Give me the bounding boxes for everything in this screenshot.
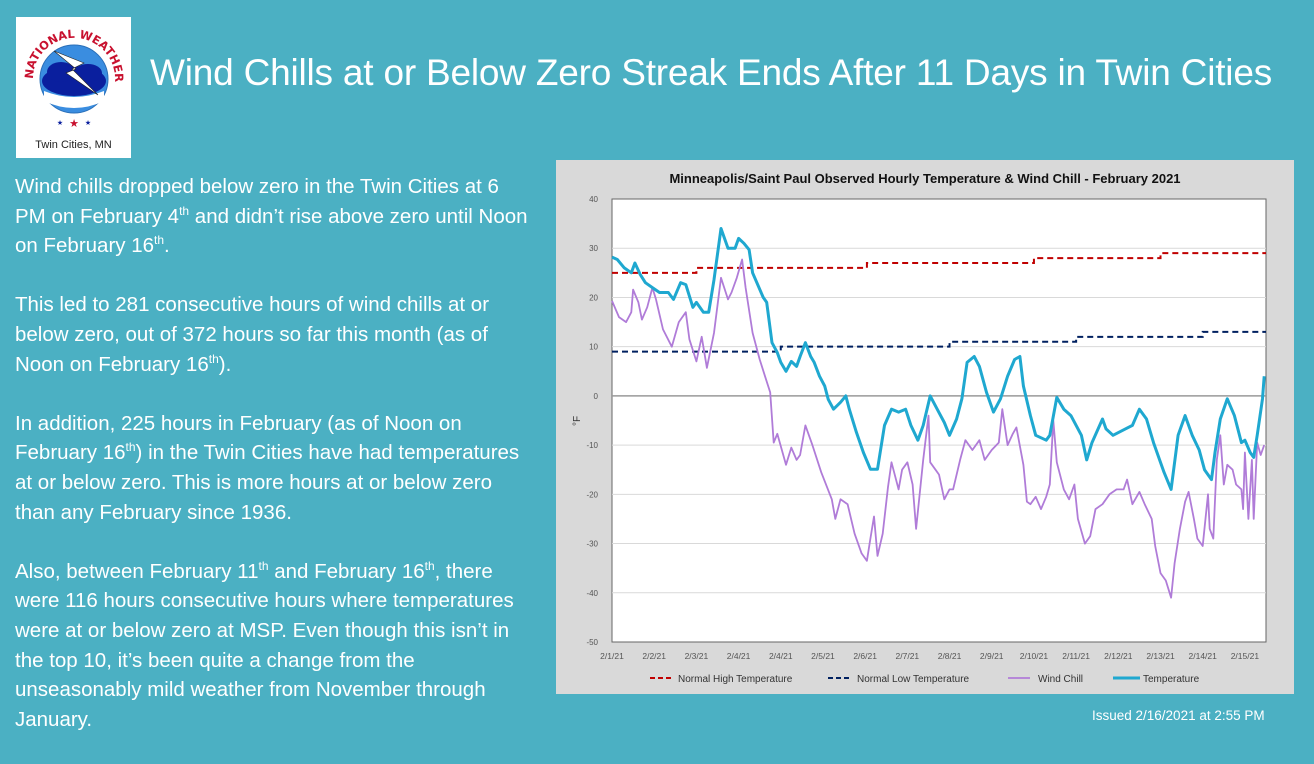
x-tick-label: 2/2/21 [642,651,666,661]
chart-svg: Minneapolis/Saint Paul Observed Hourly T… [572,171,1267,685]
x-tick-label: 2/14/21 [1189,651,1218,661]
y-tick-label: -50 [586,638,598,647]
series-temperature [611,227,1266,491]
svg-text:★: ★ [57,119,63,127]
x-tick-label: 2/4/21 [769,651,793,661]
text: Wind chills dropped below zero in the Tw… [15,175,499,228]
text: ). [218,352,232,376]
temperature-chart: Minneapolis/Saint Paul Observed Hourly T… [556,160,1294,694]
text: This led to 281 consecutive hours of win… [15,293,490,376]
nws-logo: NATIONAL WEATHER SERVICE ★ ★ ★ Twin Citi… [16,17,131,158]
x-tick-label: 2/10/21 [1020,651,1049,661]
legend-label: Normal Low Temperature [857,674,970,685]
series-line [611,227,1266,491]
body-text: Wind chills dropped below zero in the Tw… [15,172,535,764]
text: and didn’t rise above zero until Noon on… [15,204,528,258]
superscript: th [258,558,269,573]
x-tick-label: 2/3/21 [685,651,709,661]
x-tick-label: 2/13/21 [1146,651,1175,661]
series-line [612,252,1266,274]
x-tick-label: 2/12/21 [1104,651,1133,661]
y-tick-label: 0 [594,392,599,401]
nws-emblem-icon: NATIONAL WEATHER SERVICE ★ ★ ★ [16,17,126,130]
superscript: th [208,351,219,366]
page-title: Wind Chills at or Below Zero Streak Ends… [150,52,1272,93]
paragraph-3: In addition, 225 hours in February (as o… [15,409,535,527]
text: and February 16 [268,559,425,583]
office-caption: Twin Cities, MN [35,139,112,151]
text: , there were 116 hours consecutive hours… [15,559,514,731]
superscript: th [154,233,165,248]
x-tick-label: 2/5/21 [811,651,835,661]
x-tick-label: 2/1/21 [600,651,624,661]
x-tick-label: 2/11/21 [1062,651,1090,661]
legend-item: Temperature [1113,674,1200,685]
series-normal-high-temperature [612,252,1266,274]
y-axis-label: °F [572,416,583,426]
x-tick-label: 2/9/21 [980,651,1004,661]
x-tick-label: 2/8/21 [938,651,962,661]
legend-item: Normal Low Temperature [828,674,970,685]
text: . [164,234,170,258]
superscript: th [424,558,435,573]
legend-label: Temperature [1143,674,1200,685]
series-line [612,330,1266,353]
paragraph-2: This led to 281 consecutive hours of win… [15,290,535,379]
x-tick-label: 2/15/21 [1231,651,1260,661]
y-tick-label: -20 [586,490,598,499]
paragraph-1: Wind chills dropped below zero in the Tw… [15,172,535,261]
text: In addition, 225 hours in February (as o… [15,411,462,465]
y-tick-label: -10 [586,441,598,450]
text: Also, between February 11 [15,559,259,583]
legend-item: Normal High Temperature [650,674,793,685]
series-normal-low-temperature [612,330,1266,353]
y-tick-label: -40 [586,589,598,598]
x-tick-label: 2/6/21 [853,651,877,661]
text: ) in the Twin Cities have had temperatur… [15,441,520,524]
series-line [611,258,1266,599]
svg-text:★: ★ [69,118,79,130]
y-tick-label: 40 [589,195,598,204]
series-wind-chill [611,258,1266,599]
x-tick-label: 2/7/21 [896,651,920,661]
chart-title: Minneapolis/Saint Paul Observed Hourly T… [669,171,1180,186]
x-tick-label: 2/4/21 [727,651,751,661]
y-tick-label: -30 [586,540,598,549]
svg-text:★: ★ [85,119,91,127]
superscript: th [179,203,190,218]
plot-area [611,198,1267,643]
y-tick-label: 10 [589,343,598,352]
paragraph-4: Also, between February 11th and February… [15,557,535,735]
issued-timestamp: Issued 2/16/2021 at 2:55 PM [1092,708,1265,723]
legend-label: Normal High Temperature [678,674,793,685]
y-tick-label: 30 [589,244,598,253]
legend-item: Wind Chill [1008,674,1083,685]
legend-label: Wind Chill [1038,674,1083,685]
superscript: th [125,440,136,455]
y-tick-label: 20 [589,293,598,302]
